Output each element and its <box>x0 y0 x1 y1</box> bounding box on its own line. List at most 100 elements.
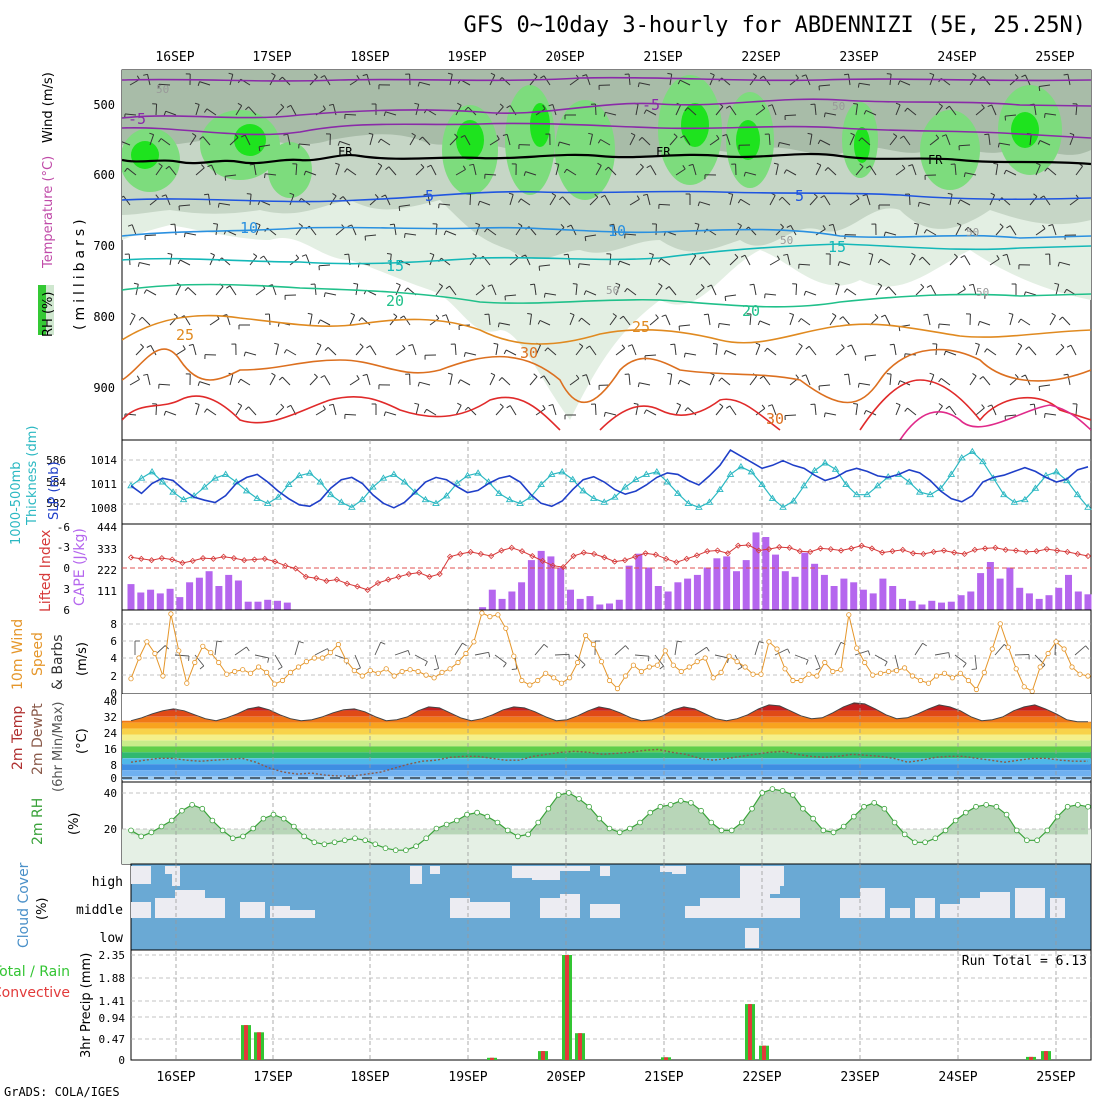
lifted-marker <box>251 556 258 563</box>
upper-wind-barb <box>675 104 682 116</box>
upper-wind-barb-flag <box>322 105 326 110</box>
lifted-marker <box>241 557 248 564</box>
upper-wind-barb <box>525 171 537 176</box>
upper-wind-barb <box>388 166 397 176</box>
upper-wind-barb <box>875 285 883 296</box>
upper-wind-barb <box>165 110 177 116</box>
rh2m-marker <box>423 835 430 842</box>
upper-wind-barb-flag <box>245 106 249 111</box>
wind-barb <box>214 641 218 656</box>
upper-wind-barb-flag <box>999 223 1004 228</box>
upper-wind-barb-flag <box>885 286 889 291</box>
upper-air-panel: -5 -5 FR FR FR 5 5 10 10 15 15 20 20 25 … <box>38 69 1092 441</box>
upper-wind-barb <box>683 135 691 146</box>
side-label-temperature: Temperature (°C) <box>41 156 56 269</box>
upper-wind-barb-flag <box>979 376 984 380</box>
slp-line <box>130 449 1089 509</box>
upper-wind-barb <box>650 165 657 176</box>
upper-wind-barb <box>628 373 631 386</box>
lifted-marker <box>971 546 978 553</box>
upper-wind-barb-flag <box>469 163 474 166</box>
upper-wind-barb-flag <box>578 317 582 322</box>
upper-wind-barb <box>465 352 477 356</box>
lifted-marker <box>879 549 886 556</box>
cape-bar <box>225 574 233 610</box>
upper-wind-barb <box>929 137 940 146</box>
upper-wind-barb <box>361 317 371 326</box>
upper-wind-barb <box>435 285 444 296</box>
lifted-marker <box>1043 546 1050 553</box>
rh-label: 50 <box>966 226 979 239</box>
thickness-marker <box>453 479 461 486</box>
upper-wind-barb <box>562 196 571 206</box>
upper-wind-barb-flag <box>118 141 120 145</box>
cloud-grid <box>175 864 1057 950</box>
rh2m-marker <box>800 805 806 812</box>
wind-barb-flag <box>737 666 743 670</box>
wind-tick: 0 <box>110 687 117 700</box>
lifted-tick: -6 <box>57 521 70 534</box>
upper-wind-barb <box>849 134 855 146</box>
upper-wind-barb-flag <box>801 74 807 77</box>
lifted-marker <box>508 544 515 551</box>
upper-wind-barb <box>763 375 771 386</box>
upper-wind-barb-flag <box>353 282 358 285</box>
lifted-marker <box>560 564 567 571</box>
upper-wind-barb <box>426 408 437 416</box>
upper-wind-barb-flag <box>1048 224 1053 227</box>
wind-marker <box>750 671 756 677</box>
pressure-tick: 800 <box>93 310 115 324</box>
upper-wind-barb <box>972 284 977 296</box>
wind-marker <box>582 632 589 639</box>
precip-convective-bar <box>1029 1056 1033 1060</box>
upper-wind-barb-flag <box>637 82 640 88</box>
bottom-date-label: 25SEP <box>1036 1070 1075 1085</box>
upper-wind-barb <box>475 224 481 236</box>
cloud-mid-block <box>860 888 885 918</box>
upper-wind-barb-flag <box>786 224 791 228</box>
upper-wind-barb-flag <box>295 254 300 259</box>
wind-marker <box>303 658 309 665</box>
upper-wind-barb <box>309 314 313 326</box>
upper-wind-barb-flag <box>962 285 966 290</box>
temp-tick: 32 <box>104 711 117 724</box>
lifted-tick: 0 <box>63 562 70 575</box>
upper-wind-barb <box>479 200 491 206</box>
upper-wind-barb-flag <box>1069 132 1075 136</box>
thickness-marker <box>621 483 630 490</box>
lifted-marker <box>632 553 639 560</box>
wind-barb-flag <box>407 650 411 656</box>
upper-wind-barb-flag <box>938 378 942 383</box>
top-date-label: 24SEP <box>937 50 976 65</box>
upper-wind-barb-flag <box>506 405 511 409</box>
upper-wind-barb <box>422 136 431 146</box>
upper-wind-barb-flag <box>801 374 807 377</box>
rh2m-marker <box>403 847 409 853</box>
cloud-mid-block <box>915 898 935 918</box>
wind-marker <box>678 668 684 675</box>
wind-marker <box>263 669 270 676</box>
upper-wind-barb <box>1069 197 1080 206</box>
upper-wind-barb-flag <box>1037 140 1041 145</box>
upper-wind-barb <box>899 80 911 86</box>
upper-wind-barb <box>589 134 593 146</box>
isotherms <box>122 76 1091 440</box>
upper-wind-barb <box>986 348 997 356</box>
upper-wind-barb <box>935 105 943 116</box>
wind-marker <box>933 673 940 679</box>
upper-wind-barb-flag <box>344 168 348 173</box>
rh2m-marker <box>189 801 195 808</box>
side-label-rh: RH (%) <box>41 292 56 337</box>
upper-wind-barb <box>889 374 892 386</box>
upper-wind-barb-flag <box>133 282 139 285</box>
upper-wind-barb <box>907 107 917 116</box>
wind-barb-flag <box>922 642 927 647</box>
upper-wind-barb-flag <box>508 192 514 195</box>
upper-wind-barb-flag <box>798 343 803 347</box>
upper-wind-barb-flag <box>795 74 799 79</box>
upper-wind-barb-flag <box>941 134 947 137</box>
upper-wind-barb-flag <box>929 372 934 376</box>
upper-wind-barb-flag <box>289 192 294 196</box>
rh2m-panel: 40 20 2m RH (%) <box>30 781 1092 865</box>
side-label-total-rain: Total / Rain <box>0 964 70 980</box>
